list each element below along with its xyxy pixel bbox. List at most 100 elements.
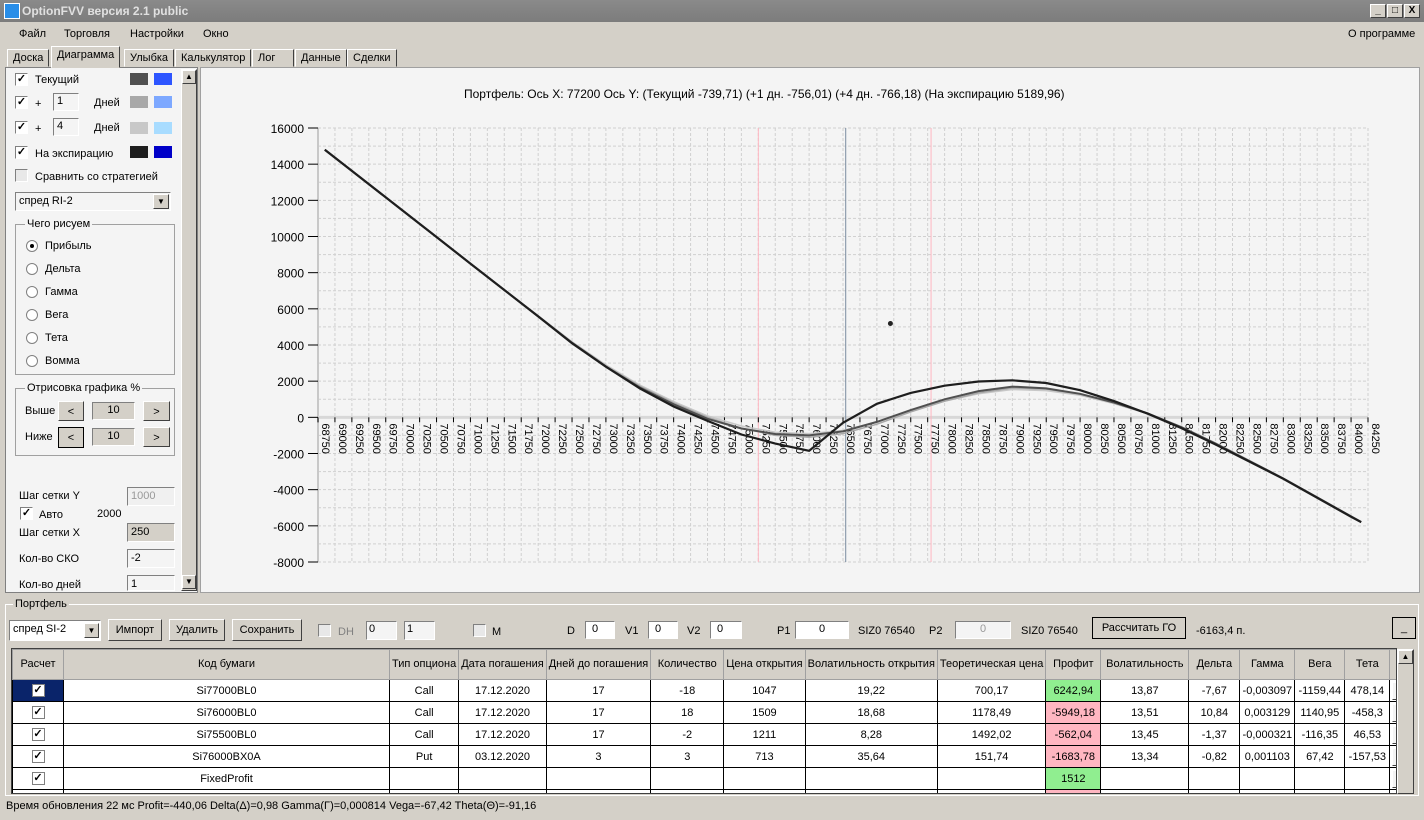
expiration-color-swatch[interactable] <box>130 146 148 158</box>
calc-checkbox[interactable]: ✓ <box>31 706 45 719</box>
calculate-go-button[interactable]: Рассчитать ГО <box>1092 617 1186 639</box>
radio-2[interactable] <box>26 286 38 298</box>
grid-y-input[interactable]: 1000 <box>127 487 175 506</box>
column-header[interactable]: Расчет <box>12 649 64 680</box>
delete-row-button[interactable]: X <box>1392 747 1396 766</box>
spin1-input[interactable]: 0 <box>366 621 397 640</box>
plus1-color-swatch[interactable] <box>130 96 148 108</box>
grid-x-input[interactable]: 250 <box>127 523 175 542</box>
tab-diagram[interactable]: Диаграмма <box>51 46 121 68</box>
strategy-select[interactable]: спред RI-2 <box>15 192 171 211</box>
column-header[interactable]: Код бумаги <box>63 649 390 680</box>
calc-checkbox[interactable]: ✓ <box>31 772 45 785</box>
plus4-color2-swatch[interactable] <box>154 122 172 134</box>
calc-cell[interactable]: ✓ <box>12 745 64 768</box>
column-header[interactable]: Дельта <box>1188 649 1241 680</box>
minimize-button[interactable]: _ <box>1370 4 1386 18</box>
column-header[interactable]: Цена открытия <box>723 649 806 680</box>
plus-days-1-checkbox[interactable]: ✓ <box>15 96 28 109</box>
scroll-up-icon[interactable]: ▲ <box>182 70 196 84</box>
calc-cell[interactable]: ✓ <box>12 679 64 702</box>
menu-trading[interactable]: Торговля <box>64 28 110 40</box>
expiration-checkbox[interactable]: ✓ <box>15 146 28 159</box>
delete-button[interactable]: Удалить <box>169 619 225 641</box>
table-row[interactable] <box>12 789 1396 793</box>
calc-checkbox[interactable]: ✓ <box>31 684 45 697</box>
table-scrollbar[interactable] <box>1397 649 1414 794</box>
column-header[interactable]: Тип опциона <box>388 649 460 680</box>
p2-input[interactable]: 0 <box>955 621 1011 639</box>
import-button[interactable]: Импорт <box>108 619 162 641</box>
column-header[interactable]: Вега <box>1294 649 1346 680</box>
compare-strategy-checkbox[interactable] <box>15 169 28 182</box>
tab-calculator[interactable]: Калькулятор <box>175 49 252 67</box>
radio-1[interactable] <box>26 263 38 275</box>
current-color-swatch[interactable] <box>130 73 148 85</box>
column-header[interactable]: Теоретическая цена <box>936 649 1047 680</box>
scroll-down-icon[interactable]: ▼ <box>182 575 196 589</box>
m-checkbox[interactable] <box>473 624 486 637</box>
tab-deals[interactable]: Сделки <box>347 49 397 67</box>
portfolio-select[interactable]: спред SI-2 <box>9 620 101 641</box>
column-header[interactable]: Волатильность открытия <box>804 649 938 680</box>
d-input[interactable]: 0 <box>585 621 615 639</box>
collapse-button[interactable]: _ <box>1392 617 1416 639</box>
column-header[interactable]: Тета <box>1344 649 1391 680</box>
column-header[interactable]: Дней до погашения <box>545 649 652 680</box>
radio-4[interactable] <box>26 332 38 344</box>
calc-cell[interactable]: ✓ <box>12 701 64 724</box>
plus1-color2-swatch[interactable] <box>154 96 172 108</box>
expiration-color2-swatch[interactable] <box>154 146 172 158</box>
radio-0[interactable] <box>26 240 38 252</box>
delete-row-button[interactable]: X <box>1392 725 1396 744</box>
dh-checkbox[interactable] <box>318 624 331 637</box>
column-header[interactable]: Количество <box>650 649 725 680</box>
maximize-button[interactable]: □ <box>1387 4 1403 18</box>
delete-row-button[interactable]: X <box>1392 681 1396 700</box>
tab-log[interactable]: Лог <box>252 49 294 67</box>
days-count-input[interactable]: 1 <box>127 575 175 591</box>
close-button[interactable]: X <box>1404 4 1420 18</box>
v2-input[interactable]: 0 <box>710 621 742 639</box>
plus-days-1-input[interactable]: 1 <box>53 93 79 111</box>
tab-smile[interactable]: Улыбка <box>124 49 175 67</box>
sko-input[interactable]: -2 <box>127 549 175 568</box>
spin2-input[interactable]: 1 <box>404 621 435 640</box>
plus4-color-swatch[interactable] <box>130 122 148 134</box>
plus-days-4-input[interactable]: 4 <box>53 118 79 136</box>
column-header[interactable]: Дата погашения <box>458 649 547 680</box>
save-button[interactable]: Сохранить <box>232 619 302 641</box>
tab-board[interactable]: Доска <box>7 49 50 67</box>
radio-3[interactable] <box>26 309 38 321</box>
column-header[interactable]: Профит <box>1045 649 1102 680</box>
current-color2-swatch[interactable] <box>154 73 172 85</box>
calc-cell[interactable]: ✓ <box>12 723 64 746</box>
calc-cell[interactable]: ✓ <box>12 767 64 790</box>
left-panel-scrollbar[interactable] <box>181 69 197 591</box>
above-decrease-button[interactable]: < <box>58 401 84 421</box>
below-decrease-button[interactable]: < <box>58 427 84 448</box>
menu-window[interactable]: Окно <box>203 28 229 40</box>
column-header[interactable]: Волатильность <box>1100 649 1190 680</box>
table-row[interactable]: ✓ FixedProfit 1512 X <box>12 767 1396 790</box>
radio-5[interactable] <box>26 355 38 367</box>
table-row[interactable]: ✓ Si77000BL0 Call 17.12.2020 17 -18 1047 19,22 7… <box>12 679 1396 702</box>
chevron-down-icon[interactable]: ▼ <box>153 194 169 209</box>
above-increase-button[interactable]: > <box>143 401 170 421</box>
delete-row-button[interactable]: X <box>1392 769 1396 788</box>
current-checkbox[interactable]: ✓ <box>15 73 28 86</box>
table-row[interactable]: ✓ Si75500BL0 Call 17.12.2020 17 -2 1211 8,28 149… <box>12 723 1396 746</box>
auto-checkbox[interactable]: ✓ <box>20 507 33 520</box>
table-row[interactable]: ✓ Si76000BL0 Call 17.12.2020 17 18 1509 18,68 11… <box>12 701 1396 724</box>
below-increase-button[interactable]: > <box>143 427 170 447</box>
menu-file[interactable]: Файл <box>19 28 47 40</box>
table-row[interactable]: ✓ Si76000BX0A Put 03.12.2020 3 3 713 35,64 151,7… <box>12 745 1396 768</box>
menu-about[interactable]: О программе <box>1348 28 1416 40</box>
scroll-up-icon[interactable]: ▲ <box>1398 650 1413 664</box>
calc-checkbox[interactable]: ✓ <box>31 750 45 763</box>
column-header[interactable]: Гамма <box>1239 649 1296 680</box>
chevron-down-icon[interactable]: ▼ <box>84 623 99 638</box>
plus-days-4-checkbox[interactable]: ✓ <box>15 121 28 134</box>
calc-checkbox[interactable]: ✓ <box>31 728 45 741</box>
menu-settings[interactable]: Настройки <box>130 28 184 40</box>
